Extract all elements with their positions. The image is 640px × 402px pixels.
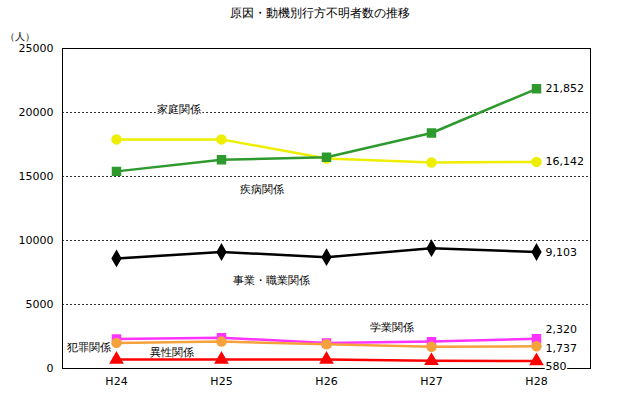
svg-text:5000: 5000 bbox=[26, 298, 54, 311]
svg-text:事業・職業関係: 事業・職業関係 bbox=[233, 274, 310, 287]
svg-text:21,852: 21,852 bbox=[546, 82, 585, 95]
svg-text:犯罪関係: 犯罪関係 bbox=[67, 341, 111, 354]
svg-text:15000: 15000 bbox=[19, 170, 54, 183]
svg-text:学業関係: 学業関係 bbox=[370, 321, 414, 334]
svg-text:9,103: 9,103 bbox=[546, 246, 578, 259]
svg-text:16,142: 16,142 bbox=[546, 155, 585, 168]
svg-text:25000: 25000 bbox=[19, 42, 54, 55]
svg-text:家庭関係: 家庭関係 bbox=[157, 103, 201, 116]
svg-text:H26: H26 bbox=[315, 375, 337, 388]
svg-text:疾病関係: 疾病関係 bbox=[240, 183, 284, 196]
svg-text:580: 580 bbox=[546, 360, 567, 373]
svg-text:異性関係: 異性関係 bbox=[150, 346, 194, 359]
svg-text:1,737: 1,737 bbox=[546, 342, 578, 355]
svg-text:10000: 10000 bbox=[19, 234, 54, 247]
svg-text:H25: H25 bbox=[210, 375, 232, 388]
svg-text:0: 0 bbox=[47, 362, 54, 375]
svg-text:20000: 20000 bbox=[19, 106, 54, 119]
svg-text:H24: H24 bbox=[105, 375, 127, 388]
svg-text:（人）: （人） bbox=[5, 31, 35, 42]
svg-text:H28: H28 bbox=[525, 375, 547, 388]
html-text:原因・動機別行方不明者数の推移: 原因・動機別行方不明者数の推移 bbox=[230, 6, 410, 20]
svg-text:H27: H27 bbox=[420, 375, 442, 388]
svg-text:2,320: 2,320 bbox=[546, 323, 578, 336]
